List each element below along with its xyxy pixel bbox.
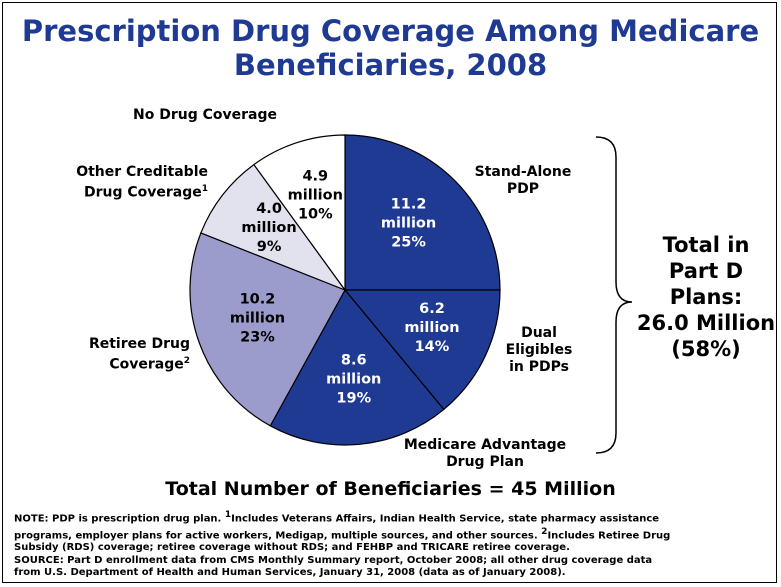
- callout-line: Plans:: [669, 285, 743, 309]
- label-retiree-drug-coverage: Retiree Drug Coverage2: [88, 336, 190, 373]
- callout-line: (58%): [671, 337, 741, 361]
- title-line-1: Prescription Drug Coverage Among Medicar…: [21, 14, 760, 48]
- callout-line: Total in: [662, 233, 750, 257]
- data-label-no-drug-coverage: 4.9 million 10%: [288, 169, 343, 223]
- footnote-line: programs, employer plans for active work…: [14, 526, 671, 541]
- label-dual-eligibles: Dual Eligibles in PDPs: [505, 325, 573, 375]
- pie-slice-medicare-advantage: [269, 288, 445, 446]
- label-no-drug-coverage: No Drug Coverage: [133, 107, 277, 123]
- label-medicare-advantage: Medicare Advantage Drug Plan: [403, 437, 567, 470]
- pie-slice-other-creditable: [200, 163, 347, 292]
- data-label-medicare-advantage: 8.6 million 19%: [326, 353, 381, 407]
- data-label-retiree-drug: 10.2 million 23%: [230, 292, 285, 346]
- footnote-line: NOTE: PDP is prescription drug plan. 1In…: [14, 510, 660, 525]
- data-label-dual-eligibles: 6.2 million 14%: [404, 301, 459, 355]
- pie-slice-retiree-drug: [189, 232, 346, 427]
- callout-line: Part D: [668, 259, 744, 283]
- footnote-line: SOURCE: Part D enrollment data from CMS …: [14, 554, 653, 566]
- footnote-line: from U.S. Department of Health and Human…: [14, 566, 566, 578]
- label-stand-alone-pdp: Stand-Alone PDP: [474, 164, 572, 197]
- label-other-creditable: Other Creditable Drug Coverage1: [76, 164, 208, 201]
- page-title: Prescription Drug Coverage Among Medicar…: [0, 14, 781, 82]
- curly-brace: [595, 136, 633, 454]
- footnote: NOTE: PDP is prescription drug plan. 1In…: [14, 509, 770, 579]
- pie-slice-stand-alone-pdp: [344, 134, 501, 291]
- pie-slice-no-drug-coverage: [253, 134, 346, 292]
- data-label-stand-alone-pdp: 11.2 million 25%: [381, 196, 436, 250]
- callout-line: 26.0 Million: [636, 311, 776, 335]
- part-d-total-callout: Total in Part D Plans: 26.0 Million (58%…: [636, 232, 776, 362]
- footnote-line: Subsidy (RDS) coverage; retiree coverage…: [14, 542, 570, 554]
- pie-slice-dual-eligibles: [343, 289, 501, 411]
- title-line-2: Beneficiaries, 2008: [233, 48, 548, 82]
- total-beneficiaries: Total Number of Beneficiaries = 45 Milli…: [165, 478, 616, 500]
- data-label-other-creditable: 4.0 million 9%: [241, 201, 296, 255]
